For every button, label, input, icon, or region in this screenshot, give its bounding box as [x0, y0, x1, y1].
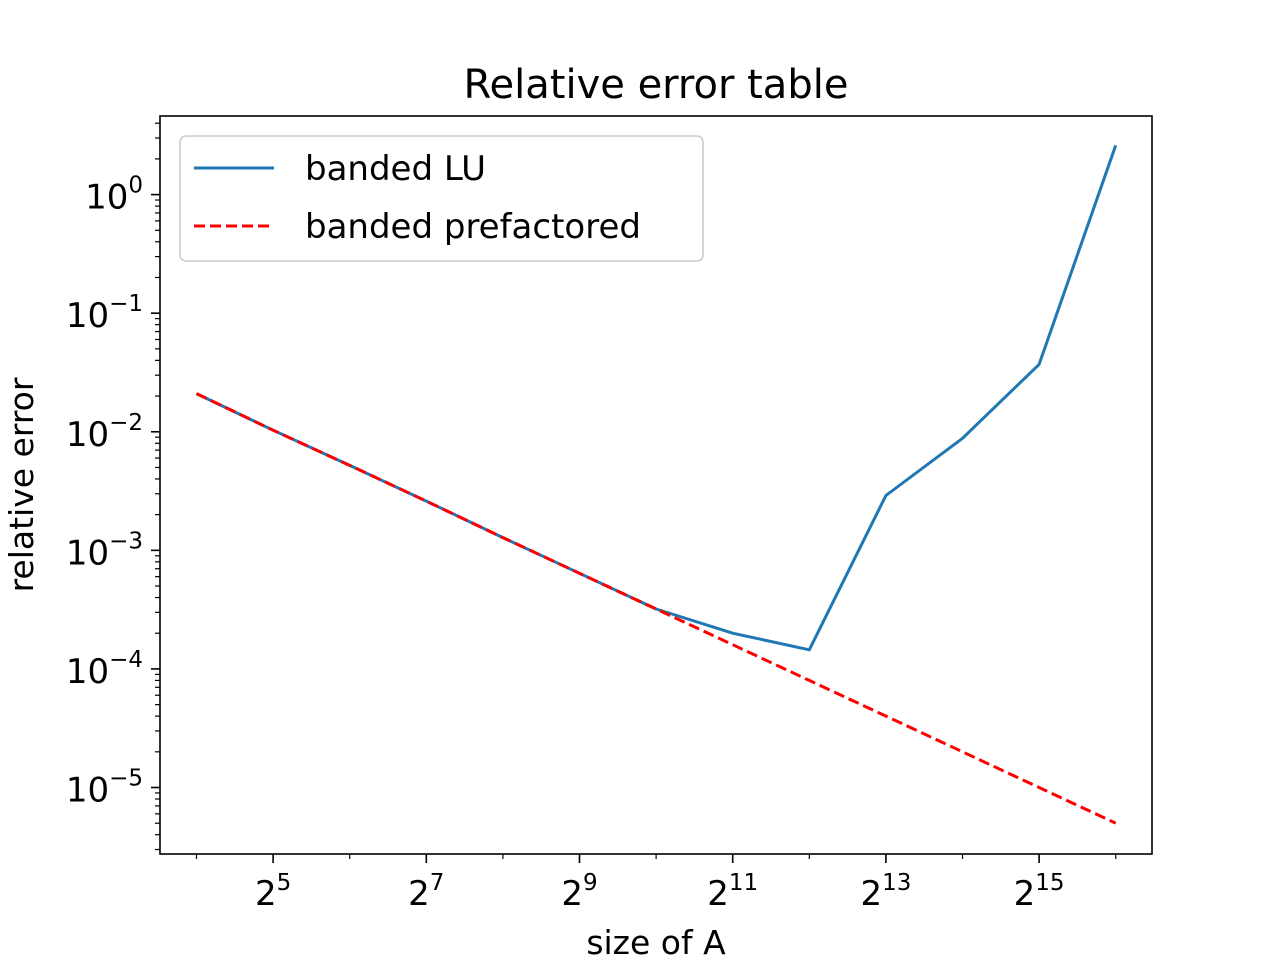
y-tick-exponent: −1 — [109, 291, 143, 317]
x-tick-label: 215 — [1014, 870, 1065, 914]
y-tick-base: 10 — [66, 533, 109, 573]
y-tick-base: 10 — [85, 178, 128, 218]
y-tick-base: 10 — [66, 415, 109, 455]
y-tick-exponent: −2 — [109, 410, 143, 436]
y-axis-label: relative error — [2, 377, 41, 592]
y-tick-exponent: 0 — [128, 173, 143, 199]
y-tick-exponent: −4 — [109, 647, 143, 673]
y-tick-label: 10−5 — [66, 766, 143, 811]
legend: banded LU banded prefactored — [179, 135, 704, 262]
y-tick-label: 10−2 — [66, 410, 143, 455]
x-tick-exponent: 13 — [882, 870, 911, 896]
legend-label-banded-lu: banded LU — [305, 149, 486, 189]
x-axis-label: size of A — [586, 923, 726, 960]
x-tick-exponent: 5 — [277, 870, 292, 896]
y-tick-label: 10−1 — [66, 291, 143, 336]
y-tick-label: 10−3 — [66, 528, 143, 573]
x-axis-ticks: 25 27 29 211 213 215 — [195, 854, 1117, 914]
x-tick-exponent: 9 — [583, 870, 598, 896]
y-tick-base: 10 — [66, 771, 109, 811]
y-tick-exponent: −3 — [109, 528, 143, 554]
y-tick-exponent: −5 — [109, 766, 143, 792]
x-tick-base: 2 — [255, 874, 277, 914]
series-line-banded-prefactored — [195, 392, 1117, 825]
chart-title: Relative error table — [464, 62, 849, 108]
x-tick-base: 2 — [561, 874, 583, 914]
y-tick-base: 10 — [66, 296, 109, 336]
x-tick-label: 25 — [255, 870, 291, 914]
x-tick-label: 213 — [860, 870, 911, 914]
x-tick-exponent: 15 — [1035, 870, 1064, 896]
x-tick-label: 29 — [561, 870, 597, 914]
x-tick-label: 27 — [408, 870, 444, 914]
x-tick-base: 2 — [707, 874, 729, 914]
x-tick-label: 211 — [707, 870, 758, 914]
x-tick-exponent: 11 — [729, 870, 758, 896]
plot-lines — [195, 144, 1118, 825]
y-tick-label: 100 — [85, 173, 143, 218]
legend-label-banded-prefactored: banded prefactored — [305, 207, 641, 247]
y-tick-label: 10−4 — [66, 647, 143, 692]
y-tick-base: 10 — [66, 652, 109, 692]
x-tick-exponent: 7 — [430, 870, 445, 896]
x-tick-base: 2 — [408, 874, 430, 914]
legend-box — [179, 135, 704, 262]
x-tick-base: 2 — [1014, 874, 1036, 914]
x-tick-base: 2 — [860, 874, 882, 914]
